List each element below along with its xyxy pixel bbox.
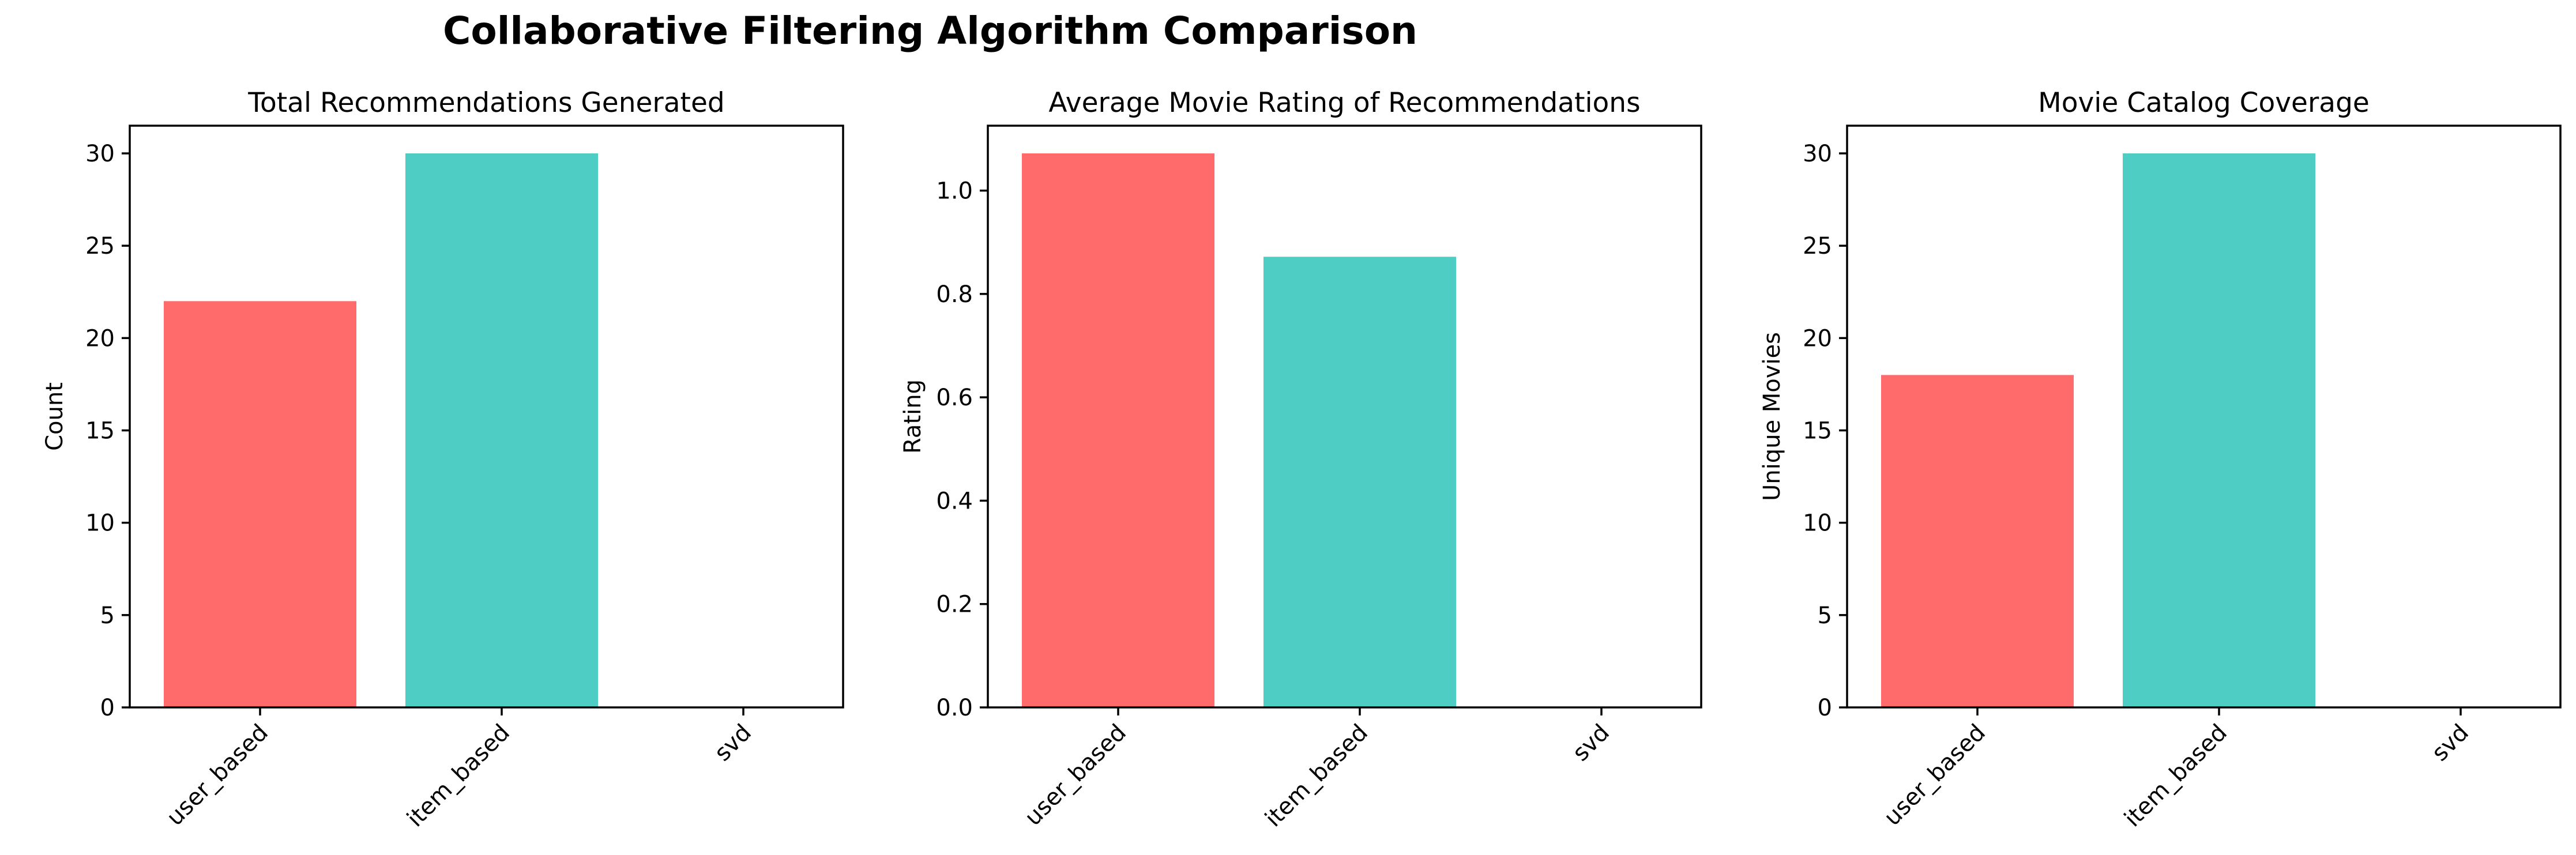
y-tick-label: 20 [1803,325,1832,352]
y-tick-label: 1.0 [936,178,973,205]
y-tick-label: 0 [1818,695,1832,721]
y-tick-label: 10 [85,510,115,537]
y-tick-label: 15 [85,418,115,445]
bar-user-based [1022,153,1214,707]
y-tick-label: 25 [1803,233,1832,259]
y-axis-label: Unique Movies [1759,332,1785,501]
y-tick-label: 10 [1803,510,1832,537]
bar-item-based [1263,257,1456,707]
y-tick-label: 0.4 [936,488,973,514]
y-tick-label: 0.8 [936,281,973,308]
chart-title: Total Recommendations Generated [247,87,724,119]
chart-title: Movie Catalog Coverage [2038,87,2370,119]
axes-frame [987,125,1702,709]
bar-user-based [164,301,356,707]
bar-item-based [405,153,598,707]
y-tick-label: 5 [1818,602,1832,629]
figure-title: Collaborative Filtering Algorithm Compar… [443,9,1417,53]
y-tick-label: 30 [1803,141,1832,167]
axes-frame [129,125,844,709]
bar-user-based [1881,375,2074,707]
y-tick-label: 20 [85,325,115,352]
y-axis-label: Count [42,382,68,451]
chart-title: Average Movie Rating of Recommendations [1048,87,1640,119]
y-tick-label: 0.6 [936,385,973,411]
y-tick-label: 0.2 [936,592,973,618]
bar-item-based [2123,153,2315,707]
y-tick-label: 0 [100,695,115,721]
y-tick-label: 0.0 [936,695,973,721]
y-tick-label: 15 [1803,418,1832,445]
y-tick-label: 5 [100,602,115,629]
y-axis-label: Rating [900,379,926,454]
axes-frame [1846,125,2562,709]
y-tick-label: 30 [85,141,115,167]
y-tick-label: 25 [85,233,115,259]
